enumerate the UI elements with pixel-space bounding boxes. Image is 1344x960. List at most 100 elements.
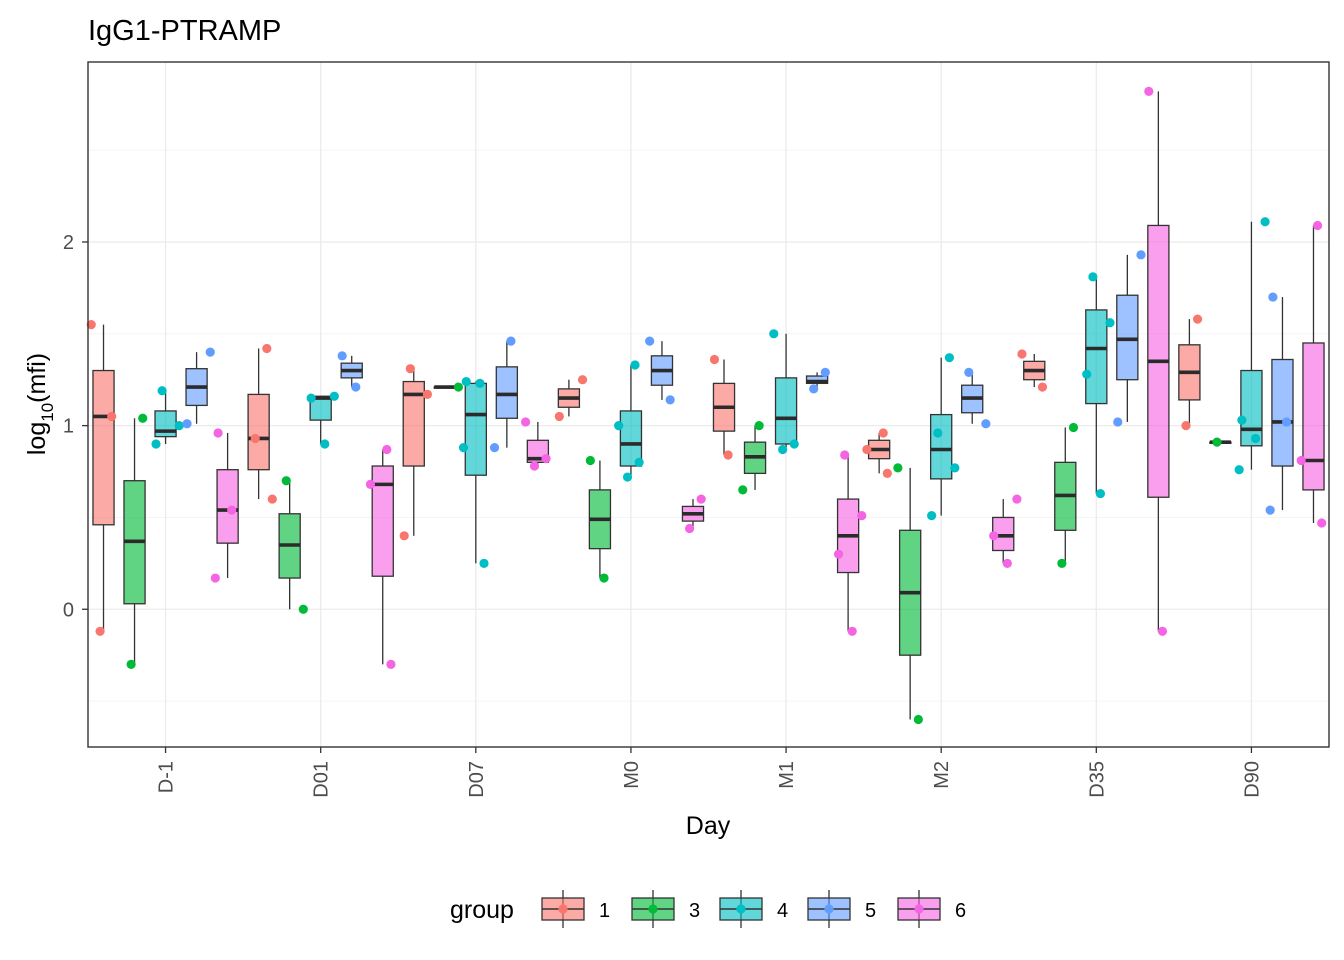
legend-label: 3 (689, 900, 700, 922)
data-point (944, 353, 954, 363)
data-point (634, 457, 644, 467)
data-point (769, 329, 779, 339)
data-point (1088, 272, 1098, 282)
x-tick-label: D01 (311, 761, 333, 798)
data-point (1260, 217, 1270, 227)
box-group-6-D90 (1302, 225, 1325, 523)
box-iqr (805, 375, 829, 385)
box-group-6-D35 (1147, 91, 1170, 632)
box-group-5-M2 (961, 372, 984, 424)
data-point (250, 433, 260, 444)
box-iqr (464, 382, 488, 476)
box-group-6-M0 (681, 499, 705, 529)
data-point (1212, 437, 1222, 447)
legend-item-1: 1 (541, 890, 610, 928)
data-point (210, 573, 220, 583)
x-axis: D-1 D01 D07 M0 M1 M2 D35 D90 (156, 747, 1263, 798)
data-point (1037, 382, 1048, 392)
box-group-3-M0 (588, 460, 612, 579)
box-group-3-D-1 (123, 418, 146, 665)
x-tick-label: D35 (1086, 761, 1108, 798)
data-point (964, 367, 974, 377)
data-point (1082, 369, 1092, 379)
box-iqr (402, 380, 425, 467)
data-point (1296, 455, 1306, 466)
x-tick-label: M0 (621, 761, 643, 789)
legend-label: 5 (865, 900, 876, 922)
box-group-3-M2 (898, 467, 922, 720)
data-point (1017, 349, 1027, 359)
box-group-5-M0 (650, 341, 674, 400)
legend-key-point (648, 904, 658, 914)
data-point (298, 604, 308, 614)
data-point (213, 428, 223, 438)
legend-label: 6 (955, 900, 966, 922)
data-point (1317, 518, 1327, 528)
data-point (365, 479, 376, 489)
data-point (205, 347, 215, 357)
data-point (1312, 220, 1323, 231)
data-point (878, 428, 888, 438)
y-axis-title: log10(mfi) (23, 353, 57, 455)
data-point (453, 382, 464, 392)
data-point (554, 411, 564, 422)
box-group-3-M1 (743, 425, 767, 490)
data-point (506, 336, 516, 346)
data-point (1192, 314, 1203, 324)
data-point (461, 376, 471, 387)
box-group-1-D07 (402, 370, 425, 536)
data-point (833, 549, 844, 559)
data-point (337, 351, 347, 361)
box-group-1-M1 (712, 359, 736, 456)
box-iqr (1302, 342, 1325, 491)
box-group-3-D01 (278, 480, 301, 610)
data-point (1268, 292, 1278, 302)
data-point (622, 472, 633, 482)
box-group-4-D35 (1085, 276, 1108, 494)
data-point (723, 450, 733, 460)
box-iqr (774, 377, 798, 445)
box-group-5-D07 (495, 341, 519, 448)
data-point (267, 494, 277, 504)
box-iqr (1116, 294, 1139, 381)
data-point (862, 444, 872, 455)
data-point (585, 455, 595, 466)
data-point (351, 382, 361, 392)
data-point (809, 384, 819, 394)
legend-item-6: 6 (897, 890, 966, 928)
legend-label: 1 (599, 900, 610, 922)
data-point (320, 439, 330, 449)
box-group-5-D-1 (185, 352, 208, 424)
box-iqr (247, 393, 270, 471)
data-point (840, 450, 850, 460)
data-point (541, 454, 551, 464)
data-point (182, 419, 192, 429)
box-group-3-D07 (433, 385, 456, 389)
box-group-1-D90 (1178, 319, 1201, 426)
y-tick-label: 0 (63, 599, 74, 621)
legend-item-5: 5 (807, 890, 876, 928)
legend-key-point (558, 904, 568, 914)
box-group-3-D35 (1054, 427, 1077, 564)
data-point (1250, 433, 1261, 444)
plot-panel-background (88, 62, 1329, 747)
legend-key-point (736, 904, 746, 914)
box-iqr (1240, 369, 1263, 447)
data-point (684, 523, 695, 534)
data-point (927, 511, 937, 521)
data-point (913, 714, 923, 725)
data-point (1234, 465, 1244, 475)
box-group-6-D01 (371, 449, 394, 665)
data-point (126, 659, 136, 669)
data-point (754, 421, 764, 431)
data-point (329, 391, 339, 401)
data-point (386, 659, 396, 669)
data-point (950, 463, 960, 473)
data-point (95, 626, 105, 636)
data-point (614, 421, 624, 431)
box-group-1-D35 (1023, 353, 1046, 388)
data-point (1157, 626, 1168, 636)
data-point (933, 428, 943, 438)
data-point (1265, 505, 1275, 515)
data-point (789, 439, 799, 449)
